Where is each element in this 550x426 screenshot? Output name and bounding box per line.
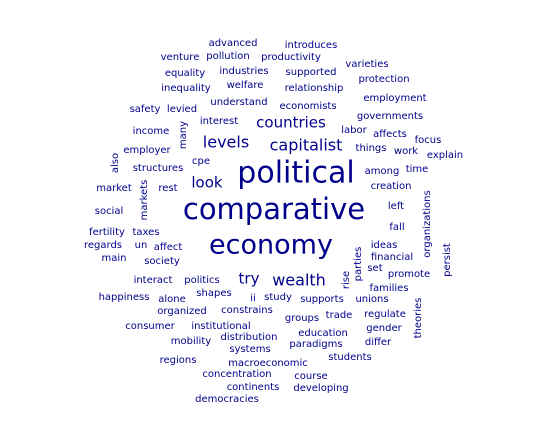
cloud-word-democracies: democracies [195, 394, 259, 405]
cloud-word-happiness: happiness [99, 292, 150, 303]
cloud-word-un: un [135, 240, 148, 251]
cloud-word-regulate: regulate [364, 309, 406, 320]
cloud-word-labor: labor [341, 125, 367, 136]
cloud-word-comparative: comparative [183, 192, 365, 226]
cloud-word-students: students [328, 352, 371, 363]
cloud-word-main: main [102, 253, 127, 264]
cloud-word-interact: interact [134, 275, 173, 286]
cloud-word-structures: structures [133, 163, 184, 174]
cloud-word-venture: venture [161, 52, 200, 63]
cloud-word-governments: governments [357, 111, 423, 122]
cloud-word-developing: developing [293, 383, 348, 394]
cloud-word-regards: regards [84, 240, 122, 251]
cloud-word-varieties: varieties [345, 59, 388, 70]
cloud-word-differ: differ [365, 337, 392, 348]
cloud-word-introduces: introduces [285, 40, 338, 51]
cloud-word-organizations: organizations [422, 190, 433, 257]
cloud-word-relationship: relationship [285, 83, 344, 94]
cloud-word-explain: explain [427, 150, 463, 161]
cloud-word-education: education [298, 328, 348, 339]
cloud-word-cpe: cpe [192, 156, 210, 167]
cloud-word-gender: gender [366, 323, 402, 334]
cloud-word-fertility: fertility [89, 227, 125, 238]
cloud-word-supported: supported [286, 67, 337, 78]
cloud-word-economists: economists [279, 101, 336, 112]
cloud-word-mobility: mobility [171, 336, 211, 347]
cloud-word-inequality: inequality [161, 83, 211, 94]
cloud-word-continents: continents [227, 382, 280, 393]
cloud-word-course: course [294, 371, 327, 382]
cloud-word-advanced: advanced [209, 38, 258, 49]
cloud-word-society: society [144, 256, 180, 267]
cloud-word-ii: ii [250, 293, 256, 304]
cloud-word-social: social [95, 206, 124, 217]
cloud-word-left: left [388, 201, 404, 212]
cloud-word-families: families [369, 283, 408, 294]
cloud-word-ideas: ideas [371, 240, 398, 251]
cloud-word-time: time [406, 164, 429, 175]
cloud-word-economy: economy [209, 230, 333, 261]
cloud-word-industries: industries [219, 66, 268, 77]
cloud-word-systems: systems [229, 344, 270, 355]
cloud-word-affect: affect [154, 242, 183, 253]
cloud-word-countries: countries [256, 114, 326, 132]
cloud-word-financial: financial [371, 252, 413, 263]
cloud-word-parties: parties [353, 247, 364, 282]
cloud-word-levels: levels [203, 133, 249, 152]
cloud-word-creation: creation [371, 181, 412, 192]
cloud-word-safety: safety [130, 104, 161, 115]
cloud-word-welfare: welfare [227, 80, 264, 91]
cloud-word-organized: organized [157, 306, 206, 317]
cloud-word-capitalist: capitalist [270, 136, 343, 155]
cloud-word-regions: regions [160, 355, 197, 366]
cloud-word-markets: markets [139, 180, 150, 221]
cloud-word-groups: groups [285, 313, 319, 324]
cloud-word-political: political [237, 156, 354, 191]
cloud-word-work: work [394, 146, 418, 157]
cloud-word-among: among [365, 166, 400, 177]
cloud-word-paradigms: paradigms [289, 339, 342, 350]
cloud-word-unions: unions [355, 294, 388, 305]
cloud-word-taxes: taxes [132, 227, 159, 238]
cloud-word-productivity: productivity [261, 52, 321, 63]
cloud-word-concentration: concentration [202, 369, 271, 380]
cloud-word-protection: protection [358, 74, 409, 85]
cloud-word-fall: fall [389, 222, 404, 233]
cloud-word-rest: rest [158, 183, 177, 194]
cloud-word-macroeconomic: macroeconomic [228, 358, 308, 369]
cloud-word-levied: levied [167, 104, 197, 115]
cloud-word-rise: rise [341, 271, 352, 289]
cloud-word-trade: trade [326, 310, 353, 321]
cloud-word-supports: supports [300, 294, 344, 305]
cloud-word-income: income [133, 126, 170, 137]
cloud-word-affects: affects [373, 129, 407, 140]
cloud-word-set: set [367, 263, 382, 274]
cloud-word-alone: alone [158, 294, 186, 305]
cloud-word-consumer: consumer [125, 321, 175, 332]
cloud-word-study: study [264, 292, 292, 303]
cloud-word-distribution: distribution [221, 332, 278, 343]
cloud-word-politics: politics [184, 275, 219, 286]
cloud-word-look: look [191, 174, 223, 192]
cloud-word-understand: understand [210, 97, 267, 108]
cloud-word-things: things [356, 143, 387, 154]
cloud-word-institutional: institutional [191, 321, 250, 332]
cloud-word-persist: persist [442, 243, 453, 277]
cloud-word-promote: promote [388, 269, 430, 280]
cloud-word-market: market [96, 183, 132, 194]
cloud-word-interest: interest [200, 116, 238, 127]
cloud-word-employment: employment [363, 93, 426, 104]
cloud-word-employer: employer [123, 145, 171, 156]
cloud-word-many: many [178, 121, 189, 149]
cloud-word-equality: equality [165, 68, 205, 79]
cloud-word-focus: focus [415, 135, 442, 146]
cloud-word-constrains: constrains [221, 305, 273, 316]
cloud-word-pollution: pollution [206, 51, 250, 62]
cloud-word-shapes: shapes [196, 288, 231, 299]
cloud-word-wealth: wealth [272, 271, 326, 290]
cloud-word-theories: theories [413, 298, 424, 339]
cloud-word-also: also [110, 153, 121, 173]
cloud-word-try: try [239, 270, 260, 288]
